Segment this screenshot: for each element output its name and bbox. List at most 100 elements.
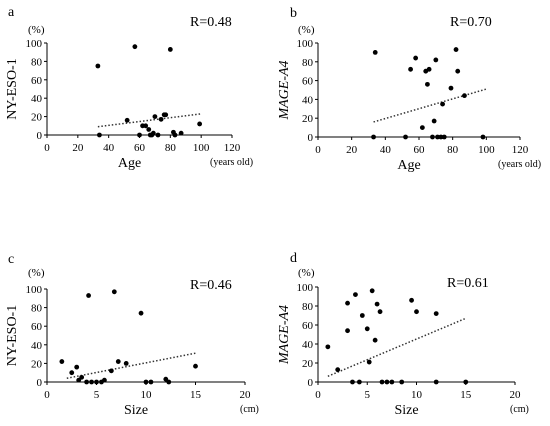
y-axis-label: MAGE-A4 (277, 305, 292, 365)
y-tick-label: 40 (302, 339, 314, 351)
data-point (152, 114, 158, 119)
data-point (94, 379, 99, 385)
x-tick-label: 0 (44, 389, 50, 401)
x-tick-label: 10 (411, 389, 423, 401)
x-tick-label: 0 (44, 142, 50, 154)
data-point (137, 132, 142, 138)
data-point (167, 47, 173, 52)
x-tick-label: 0 (315, 144, 321, 156)
y-axis-label: NY-ESO-1 (5, 58, 20, 119)
data-point (441, 134, 447, 140)
y-tick-label: 0 (37, 377, 43, 389)
trend-line (97, 113, 202, 128)
data-point (146, 127, 152, 132)
data-point (59, 359, 65, 364)
x-axis-label: Age (118, 156, 141, 171)
data-point (462, 93, 467, 99)
data-point (453, 47, 459, 52)
data-point (148, 379, 154, 385)
data-point (345, 328, 350, 334)
panel-letter: b (290, 6, 297, 21)
data-point (374, 301, 380, 307)
data-point (95, 63, 101, 69)
data-point (403, 134, 408, 140)
panel-letter: c (8, 252, 14, 267)
correlation-label: R=0.46 (190, 278, 232, 293)
data-point (433, 57, 439, 63)
y-unit-label: (%) (298, 24, 315, 36)
x-tick-label: 120 (224, 142, 241, 154)
x-tick-label: 20 (72, 142, 84, 154)
x-tick-label: 80 (165, 142, 177, 154)
x-tick-label: 5 (365, 389, 371, 401)
y-tick-label: 40 (31, 93, 43, 105)
data-point (193, 363, 198, 369)
data-point (430, 134, 435, 140)
x-tick-label: 60 (134, 142, 146, 154)
x-unit-label: (years old) (210, 157, 253, 168)
data-point (123, 361, 129, 366)
data-point (143, 379, 149, 385)
x-tick-label: 100 (478, 144, 495, 156)
panel-a: a 0 20 40 60 80 100 0 20 40 60 80 100 120 (%) NY-ESO-1 A… (5, 5, 253, 171)
data-point (350, 379, 355, 385)
correlation-label: R=0.61 (447, 276, 489, 291)
x-tick-label: 0 (315, 389, 321, 401)
trend-line (66, 352, 196, 380)
data-point (431, 118, 437, 124)
y-tick-label: 80 (31, 303, 43, 315)
y-tick-label: 80 (302, 57, 314, 69)
x-unit-label: (years old) (498, 159, 541, 170)
y-tick-label: 0 (308, 377, 314, 389)
data-point (102, 377, 107, 383)
x-axis-label: Size (394, 403, 418, 418)
data-point (384, 379, 390, 385)
trend-line (327, 317, 467, 377)
x-tick-label: 120 (512, 144, 529, 156)
data-point (371, 134, 376, 140)
data-point (74, 364, 80, 370)
data-point (111, 289, 117, 295)
data-point (150, 130, 156, 136)
trend-line (373, 88, 487, 123)
data-point (108, 368, 114, 374)
y-tick-label: 80 (302, 301, 314, 313)
y-tick-label: 20 (302, 358, 314, 370)
y-tick-label: 0 (37, 130, 43, 142)
y-tick-label: 60 (31, 75, 43, 87)
data-point (414, 309, 419, 315)
data-point (335, 367, 341, 373)
y-tick-label: 20 (31, 112, 43, 124)
data-point (433, 379, 439, 385)
data-point (413, 55, 419, 61)
x-unit-label: (cm) (240, 404, 259, 415)
data-point (353, 292, 358, 297)
panel-letter: a (8, 5, 15, 20)
data-point (158, 116, 164, 122)
x-tick-label: 80 (447, 144, 459, 156)
y-tick-label: 20 (302, 113, 314, 125)
data-point (356, 379, 362, 385)
y-tick-label: 60 (302, 320, 314, 332)
y-tick-label: 60 (31, 321, 43, 333)
data-point (124, 117, 130, 123)
y-tick-label: 40 (31, 340, 43, 352)
y-axis-label: NY-ESO-1 (5, 305, 20, 366)
y-tick-label: 40 (302, 94, 314, 106)
data-point (84, 379, 89, 385)
data-point (435, 134, 440, 140)
x-axis-label: Age (397, 158, 420, 173)
data-point (97, 132, 102, 138)
x-tick-label: 40 (103, 142, 115, 154)
y-tick-label: 20 (31, 358, 43, 370)
data-point (408, 66, 413, 72)
y-tick-label: 80 (31, 56, 43, 68)
y-tick-label: 100 (297, 38, 314, 50)
x-tick-label: 20 (240, 389, 252, 401)
y-unit-label: (%) (28, 24, 45, 36)
data-point (440, 101, 445, 107)
data-point (379, 379, 385, 385)
x-tick-label: 60 (414, 144, 426, 156)
data-point (89, 379, 94, 385)
